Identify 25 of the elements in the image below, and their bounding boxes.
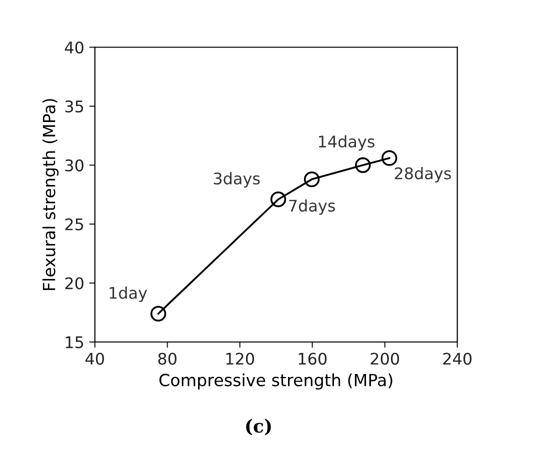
y-tick-label: 25 <box>65 218 84 230</box>
y-tick-label: 15 <box>66 336 84 348</box>
x-tick-label: 80 <box>158 352 176 365</box>
point <box>382 150 398 166</box>
x-axis-title: Compressive strength (MPa) <box>159 373 392 390</box>
x-tick-label: 160 <box>298 352 327 365</box>
y-tick-label: 40 <box>64 41 84 54</box>
annotation: 3days <box>214 172 260 188</box>
y-tick-label: 35 <box>65 100 84 112</box>
annotation: 28days <box>394 167 451 182</box>
y-tick-label: 20 <box>65 277 84 290</box>
text: (c) <box>246 418 271 436</box>
annotation: 14days <box>318 135 374 151</box>
x-tick-label: 120 <box>226 352 254 365</box>
point <box>270 191 286 208</box>
x-tick-label: 240 <box>443 352 472 365</box>
point <box>150 306 166 322</box>
point <box>355 157 371 173</box>
x-tick-label: 40 <box>85 352 104 365</box>
annotation: 7days <box>289 199 335 215</box>
annotation: 1day <box>110 286 148 302</box>
x-tick-label: 200 <box>370 352 400 365</box>
y-tick-label: 30 <box>65 159 84 172</box>
y-axis-title: Flexural strength (MPa) <box>42 99 59 290</box>
point <box>304 171 320 188</box>
